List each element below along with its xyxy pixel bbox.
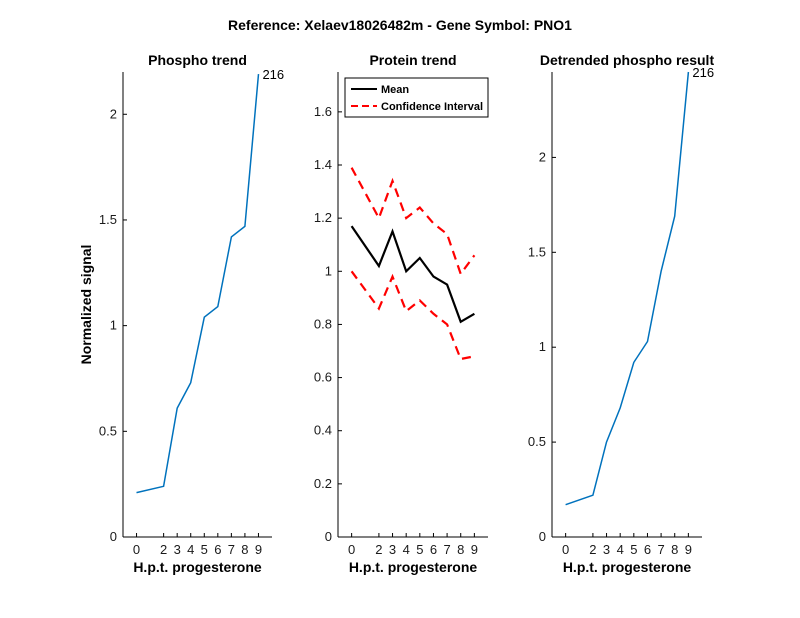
- x-tick-label: 0: [133, 542, 140, 557]
- y-tick-label: 0.4: [314, 423, 332, 438]
- x-axis-label: H.p.t. progesterone: [563, 559, 692, 575]
- y-tick-label: 0.5: [528, 434, 546, 449]
- chart-title: Protein trend: [369, 52, 456, 68]
- x-tick-label: 9: [255, 542, 262, 557]
- x-tick-label: 4: [187, 542, 194, 557]
- x-tick-label: 9: [685, 542, 692, 557]
- x-axis-label: H.p.t. progesterone: [133, 559, 262, 575]
- legend-entry-label: Mean: [381, 84, 409, 96]
- x-tick-label: 2: [375, 542, 382, 557]
- x-tick-label: 0: [348, 542, 355, 557]
- x-tick-label: 4: [403, 542, 410, 557]
- legend-box: [344, 77, 489, 118]
- y-tick-label: 0.8: [314, 316, 332, 331]
- x-tick-label: 2: [160, 542, 167, 557]
- x-tick-label: 8: [671, 542, 678, 557]
- y-tick-label: 1.4: [314, 157, 332, 172]
- series-line-2: [350, 167, 476, 277]
- x-tick-label: 5: [201, 542, 208, 557]
- y-tick-label: 1: [539, 339, 546, 354]
- series-line-3: [350, 270, 475, 361]
- x-axis-label: H.p.t. progesterone: [349, 559, 478, 575]
- y-tick-label: 1: [110, 318, 117, 333]
- y-tick-label: 2: [110, 106, 117, 121]
- point-annotation: 216: [692, 65, 714, 80]
- series-line-1: [136, 74, 260, 494]
- x-tick-label: 9: [471, 542, 478, 557]
- x-tick-label: 4: [617, 542, 624, 557]
- legend-entry-label: Confidence Interval: [381, 101, 483, 113]
- y-tick-label: 1.5: [99, 212, 117, 227]
- x-tick-label: 3: [174, 542, 181, 557]
- x-tick-label: 7: [228, 542, 235, 557]
- x-tick-label: 6: [644, 542, 651, 557]
- y-tick-label: 2: [539, 149, 546, 164]
- y-tick-label: 0.5: [99, 423, 117, 438]
- series-line-1: [350, 225, 475, 324]
- x-tick-label: 6: [430, 542, 437, 557]
- y-tick-label: 0: [539, 529, 546, 544]
- x-tick-label: 2: [589, 542, 596, 557]
- chart-title: Phospho trend: [148, 52, 247, 68]
- x-tick-label: 5: [630, 542, 637, 557]
- y-tick-label: 0.2: [314, 476, 332, 491]
- y-tick-label: 1.5: [528, 244, 546, 259]
- y-axis-label: Normalized signal: [78, 245, 94, 365]
- figure-suptitle: Reference: Xelaev18026482m - Gene Symbol…: [228, 17, 572, 33]
- x-tick-label: 8: [457, 542, 464, 557]
- legend: Mean Confidence Interval: [344, 77, 489, 118]
- chart-title: Detrended phospho result: [540, 52, 715, 68]
- y-tick-label: 1.2: [314, 210, 332, 225]
- y-tick-label: 1: [325, 263, 332, 278]
- y-tick-label: 0: [110, 529, 117, 544]
- x-tick-label: 7: [443, 542, 450, 557]
- y-tick-label: 1.6: [314, 104, 332, 119]
- x-tick-label: 3: [389, 542, 396, 557]
- x-tick-label: 7: [657, 542, 664, 557]
- x-tick-label: 6: [214, 542, 221, 557]
- x-tick-label: 0: [562, 542, 569, 557]
- x-tick-label: 5: [416, 542, 423, 557]
- series-line-1: [565, 71, 690, 506]
- y-tick-label: 0: [325, 529, 332, 544]
- y-tick-label: 0.6: [314, 370, 332, 385]
- chart-panel-2: 0 2 3 4 5 6 7 8 9 0 0.2 0.4 0.6 0.8 1 1.2 1.4 1.6 Protein …: [314, 52, 489, 575]
- x-tick-label: 8: [241, 542, 248, 557]
- x-tick-label: 3: [603, 542, 610, 557]
- point-annotation: 216: [262, 67, 284, 82]
